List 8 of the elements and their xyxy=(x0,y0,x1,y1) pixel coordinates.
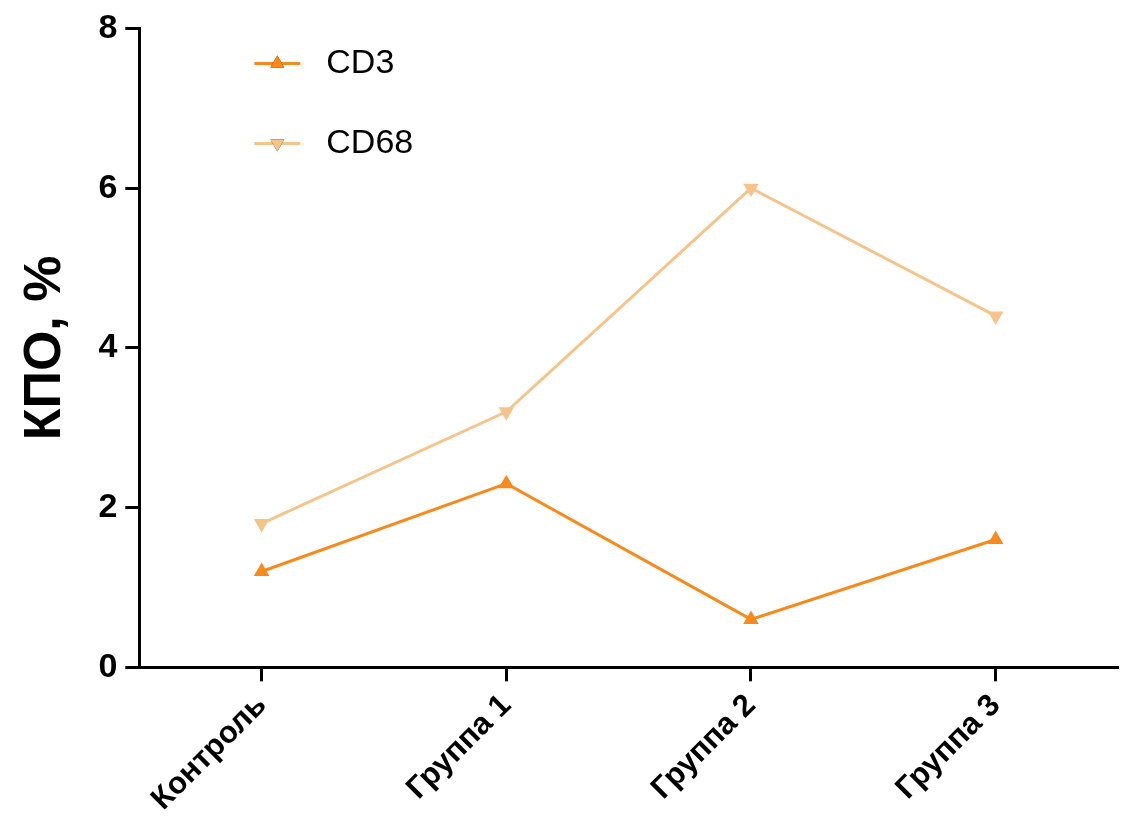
y-tick-label: 2 xyxy=(98,485,118,524)
y-tick-label: 4 xyxy=(98,326,118,365)
y-tick-label: 0 xyxy=(98,645,118,684)
legend-label: CD68 xyxy=(326,121,414,160)
y-tick-label: 8 xyxy=(98,6,118,45)
y-axis-title: КПО, % xyxy=(12,255,71,441)
y-tick-label: 6 xyxy=(98,166,118,205)
legend-label: CD3 xyxy=(326,41,395,80)
